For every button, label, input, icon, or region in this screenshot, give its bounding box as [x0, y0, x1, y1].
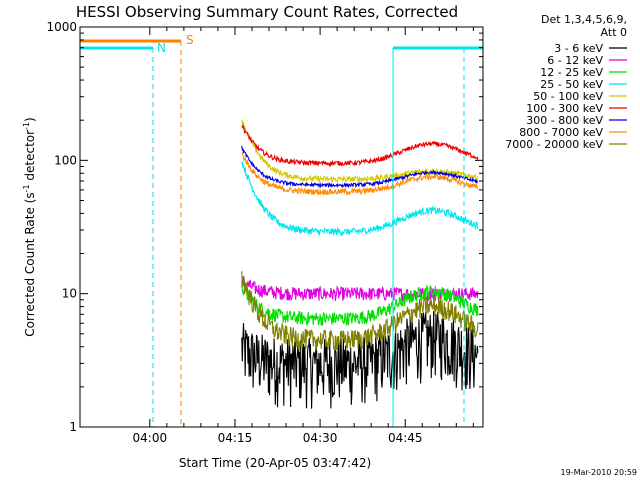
x-tick-label: 04:30 — [303, 431, 338, 445]
night-label: N — [157, 41, 166, 55]
series-line — [241, 124, 479, 168]
x-tick-label: 04:15 — [218, 431, 253, 445]
series-line — [241, 280, 479, 327]
legend-entry-label: 800 - 7000 keV — [519, 126, 603, 139]
plot-timestamp: 19-Mar-2010 20:59 — [561, 468, 638, 477]
legend-title: Att 0 — [601, 26, 627, 39]
x-tick-label: 04:45 — [388, 431, 423, 445]
series-line — [241, 145, 478, 189]
y-tick-label: 10 — [62, 287, 77, 301]
series-line — [241, 151, 479, 197]
legend-entry-label: 25 - 50 keV — [540, 78, 603, 91]
legend-title: Det 1,3,4,5,6,9, — [541, 13, 627, 26]
legend-entry-label: 100 - 300 keV — [526, 102, 603, 115]
series-line — [241, 161, 479, 238]
legend-entry-label: 50 - 100 keV — [533, 90, 603, 103]
y-tick-label: 1000 — [46, 20, 77, 34]
legend-entry-label: 3 - 6 keV — [554, 42, 603, 55]
series-layer — [241, 119, 479, 409]
chart-title: HESSI Observing Summary Count Rates, Cor… — [76, 3, 458, 21]
y-tick-label: 1 — [69, 420, 77, 434]
legend-entry-label: 7000 - 20000 keV — [505, 138, 603, 151]
marker-layer: NS — [80, 33, 483, 427]
y-tick-label: 100 — [54, 153, 77, 167]
plot-frame — [79, 26, 484, 428]
x-axis-label: Start Time (20-Apr-05 03:47:42) — [179, 456, 371, 470]
saa-label: S — [186, 33, 194, 47]
legend-entry-label: 12 - 25 keV — [540, 66, 603, 79]
series-line — [241, 271, 479, 351]
axes-layer: 04:00 04:15 04:30 04:45 1 10 100 1000 — [46, 20, 483, 445]
y-axis-label: Corrected Count Rate (s-1 detector-1) — [22, 117, 37, 336]
legend-entry-label: 6 - 12 keV — [547, 54, 603, 67]
x-tick-label: 04:00 — [133, 431, 168, 445]
series-line — [241, 311, 479, 409]
series-line — [241, 275, 479, 303]
legend-entry-label: 300 - 800 keV — [526, 114, 603, 127]
